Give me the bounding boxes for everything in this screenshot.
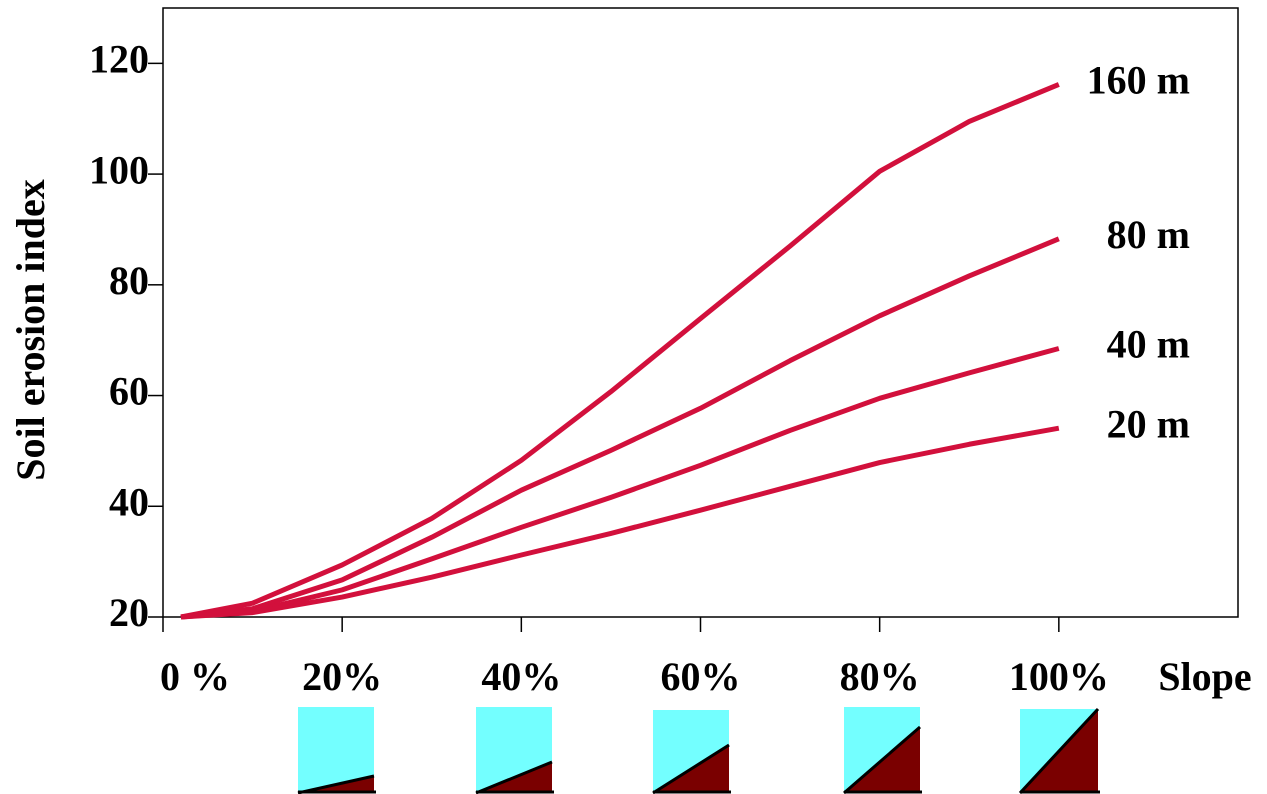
slope-icon — [1018, 707, 1100, 794]
series-label: 20 m — [1107, 401, 1190, 446]
y-tick-label: 20 — [109, 590, 149, 635]
slope-icon — [475, 707, 554, 794]
x-axis-label: Slope — [1158, 654, 1251, 699]
slope-icons — [297, 707, 1100, 794]
line-series — [180, 346, 1060, 620]
slope-icon — [843, 707, 922, 794]
y-tick-label: 40 — [109, 479, 149, 524]
x-tick-label: 60% — [661, 654, 741, 699]
series-label: 40 m — [1107, 322, 1190, 367]
slope-icon — [297, 707, 376, 794]
plot-frame — [162, 7, 1239, 618]
y-tick-label: 100 — [89, 147, 149, 192]
series-label: 160 m — [1087, 58, 1190, 103]
x-tick-label: 20% — [302, 654, 382, 699]
line-series — [180, 236, 1060, 620]
x-tick-label: 40% — [481, 654, 561, 699]
series-label: 80 m — [1107, 212, 1190, 257]
x-tick-label: 100% — [1009, 654, 1109, 699]
x-tick-label: 0 % — [160, 654, 230, 699]
line-series — [180, 425, 1060, 620]
x-tick-label: 80% — [840, 654, 920, 699]
y-tick-label: 120 — [89, 37, 149, 82]
y-axis-label: Soil erosion index — [8, 179, 53, 481]
y-tick-label: 80 — [109, 258, 149, 303]
line-series — [180, 82, 1060, 620]
y-tick-label: 60 — [109, 369, 149, 414]
slope-icon — [652, 710, 731, 794]
